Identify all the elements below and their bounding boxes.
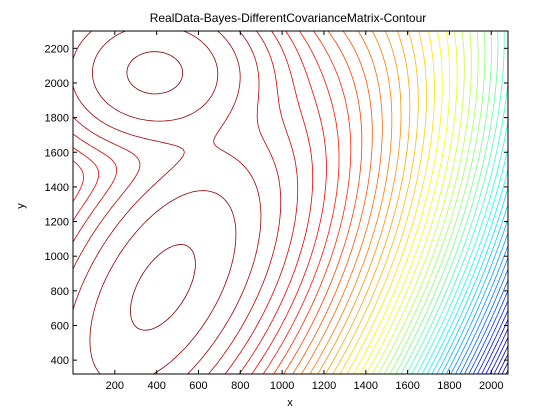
contour-level-46 [73, 31, 282, 374]
contour-level-13 [450, 245, 508, 374]
contour-level-38 [301, 31, 383, 374]
contour-lines [73, 31, 508, 374]
y-tick-label: 800 [51, 286, 69, 298]
x-tick-label: 2000 [479, 380, 503, 392]
contour-level-21 [411, 81, 508, 374]
contour-level-31 [353, 31, 443, 374]
contour-level-42 [262, 31, 340, 374]
chart-title: RealData-Bayes-DifferentCovarianceMatrix… [150, 11, 427, 25]
contour-level-23 [400, 31, 499, 374]
y-tick-label: 600 [51, 320, 69, 332]
contour-level-18 [426, 169, 508, 374]
contour-level-8 [472, 300, 508, 374]
x-tick-label: 800 [231, 380, 249, 392]
y-tick-label: 400 [51, 355, 69, 367]
contour-level-33 [339, 31, 427, 374]
x-tick-label: 600 [189, 380, 207, 392]
x-tick-label: 400 [147, 380, 165, 392]
contour-level-9 [468, 290, 508, 374]
y-tick-label: 1400 [45, 182, 69, 194]
x-tick-label: 1000 [270, 380, 294, 392]
contour-level-7 [477, 310, 508, 374]
contour-level-19 [421, 148, 508, 374]
contour-level-45 [73, 31, 299, 374]
y-tick-label: 1000 [45, 251, 69, 263]
contour-level-24 [395, 31, 492, 374]
y-tick-label: 1600 [45, 147, 69, 159]
plot-frame [72, 30, 509, 375]
contour-level-40 [283, 31, 363, 374]
contour-level-26 [383, 31, 479, 374]
y-axis-label: y [15, 203, 27, 209]
contour-level-16 [436, 204, 508, 374]
contour-level-29 [365, 31, 458, 374]
contour-level-5 [485, 328, 508, 374]
x-tick-label: 200 [106, 380, 124, 392]
x-axis: 200 400 600 800 1000 1200 1400 1600 1800 2000 [106, 31, 504, 392]
contour-level-27 [378, 31, 472, 374]
contour-level-25 [389, 31, 486, 374]
contour-level-35 [325, 31, 411, 374]
y-tick-label: 1200 [45, 217, 69, 229]
contour-level-48 [89, 31, 237, 374]
contour-level-30 [359, 31, 451, 374]
contour-level-10 [464, 279, 508, 374]
contour-level-11 [459, 269, 508, 374]
x-tick-label: 1200 [312, 380, 336, 392]
contour-level-37 [309, 31, 393, 374]
y-tick-label: 2000 [45, 78, 69, 90]
x-tick-label: 1800 [437, 380, 461, 392]
contour-level-39 [292, 31, 373, 374]
y-tick-label: 2200 [45, 43, 69, 55]
contour-level-49 [126, 51, 196, 331]
contour-level-3 [493, 345, 508, 374]
contour-level-28 [372, 31, 465, 374]
contour-level-34 [332, 31, 419, 374]
y-axis: 400 600 800 1000 1200 1400 1600 1800 2000 2200 [45, 43, 508, 367]
x-axis-label: x [287, 397, 293, 409]
x-tick-label: 1400 [354, 380, 378, 392]
x-tick-label: 1600 [395, 380, 419, 392]
y-tick-label: 1800 [45, 113, 69, 125]
contour-level-41 [273, 31, 352, 374]
contour-level-12 [455, 257, 508, 374]
contour-level-15 [441, 218, 508, 374]
